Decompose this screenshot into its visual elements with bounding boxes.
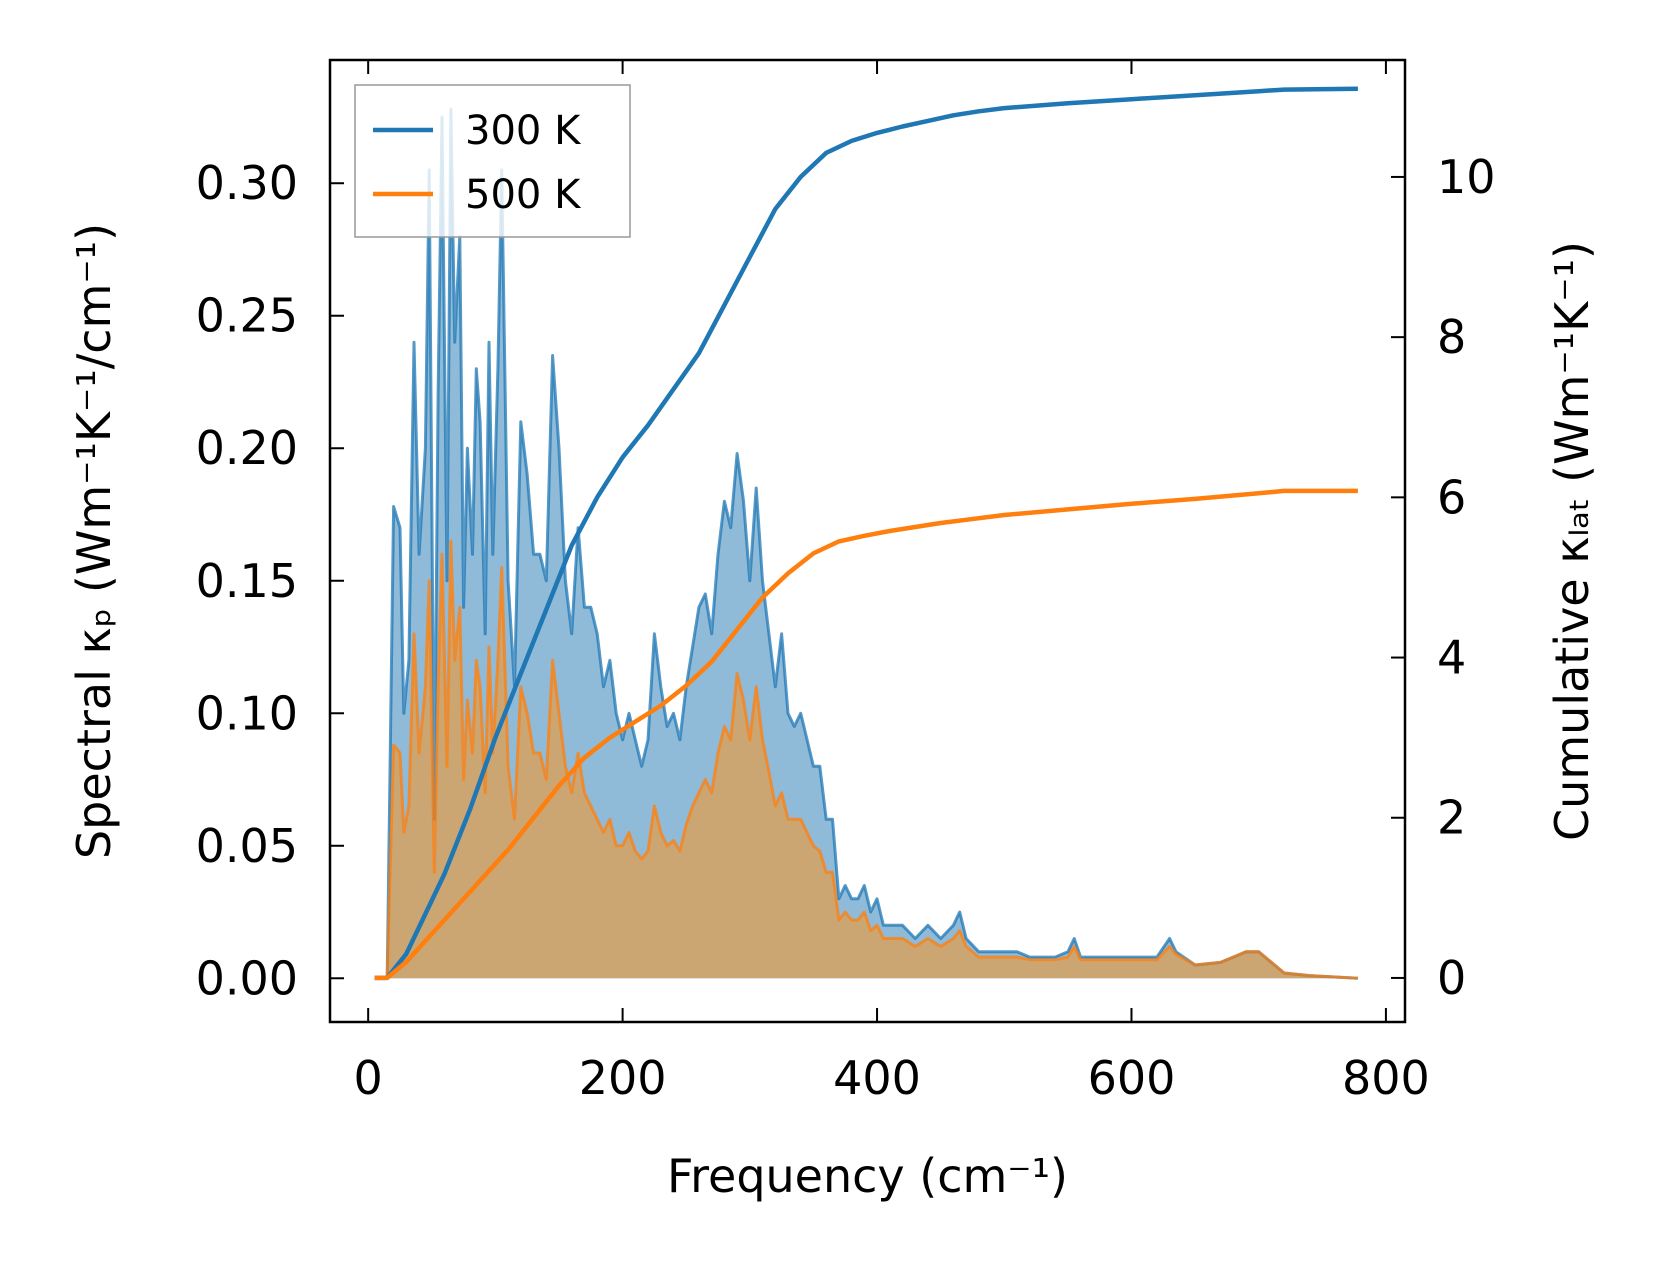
cumulative-line-500k: [374, 488, 1358, 981]
spectral-lines: [374, 107, 1358, 980]
spectral-line-500k: [374, 539, 1358, 980]
y-left-tick-label: 0.10: [196, 686, 298, 740]
spectral-fills: [374, 109, 1358, 979]
plot-area: [374, 86, 1358, 981]
spectral-fill-300k: [374, 109, 1358, 979]
x-tick-label: 200: [579, 1051, 667, 1105]
legend: 300 K 500 K: [354, 84, 631, 238]
y-right-tick-label: 0: [1437, 951, 1466, 1005]
y-left-tick-label: 0.20: [196, 421, 298, 475]
y-right-tick-label: 4: [1437, 631, 1466, 685]
plot-frame: [328, 58, 1407, 1024]
y-left-tick-label: 0.15: [196, 554, 298, 608]
spectral-line-300k: [374, 107, 1358, 980]
ticks: 0 200 400 600 800 0.00 0.05 0.10 0.15 0.20 0.25 0.3…: [196, 60, 1496, 1105]
y-right-tick-label: 2: [1437, 791, 1466, 845]
legend-frame: [354, 84, 631, 238]
y-right-tick-label: 6: [1437, 470, 1466, 524]
cumulative-lines: [374, 86, 1358, 981]
y-axis-right-label: Cumulative κₗₐₜ (Wm⁻¹K⁻¹): [1545, 241, 1599, 841]
legend-label-500k: 500 K: [465, 172, 582, 218]
y-left-tick-label: 0.30: [196, 156, 298, 210]
cumulative-line-300k: [374, 86, 1358, 981]
x-tick-label: 800: [1342, 1051, 1430, 1105]
y-axis-left-label: Spectral κₚ (Wm⁻¹K⁻¹/cm⁻¹): [67, 223, 121, 859]
x-axis-label: Frequency (cm⁻¹): [667, 1149, 1068, 1203]
y-right-tick-label: 10: [1437, 150, 1496, 204]
x-tick-label: 400: [833, 1051, 921, 1105]
y-left-tick-label: 0.05: [196, 819, 298, 873]
legend-label-300k: 300 K: [465, 108, 582, 154]
y-left-tick-label: 0.00: [196, 951, 298, 1005]
x-tick-label: 0: [354, 1051, 383, 1105]
y-right-tick-label: 8: [1437, 310, 1466, 364]
y-left-tick-label: 0.25: [196, 289, 298, 343]
x-tick-label: 600: [1088, 1051, 1176, 1105]
spectral-fill-500k: [374, 541, 1358, 979]
axes: [328, 58, 1407, 1024]
